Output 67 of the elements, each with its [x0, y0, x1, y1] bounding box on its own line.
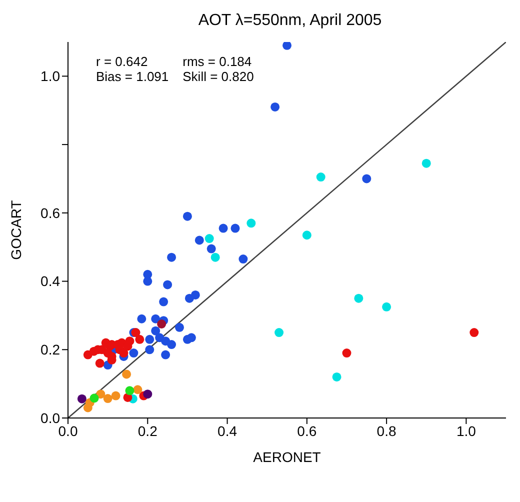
point [190, 290, 200, 300]
point [174, 322, 184, 332]
y-tick-label: 0.0 [40, 410, 60, 426]
x-tick-label: 0.2 [138, 422, 158, 439]
point [133, 385, 142, 394]
point [151, 326, 160, 336]
point [111, 391, 120, 400]
y-tick-label: 1.0 [40, 68, 60, 84]
x-tick-label: 0.6 [297, 422, 317, 439]
point [159, 297, 168, 306]
point [151, 314, 160, 324]
point [143, 390, 152, 399]
x-tick-label: 1.0 [456, 422, 476, 439]
point [282, 42, 292, 50]
point [230, 224, 240, 233]
point [316, 172, 326, 182]
point [470, 328, 479, 338]
annotation: Skill = 0.820 [182, 69, 254, 84]
chart-title: AOT λ=550nm, April 2005 [197, 12, 383, 30]
point [167, 252, 176, 262]
point [210, 252, 220, 262]
point [270, 102, 280, 112]
point [129, 348, 138, 358]
point [362, 174, 372, 184]
point [163, 280, 172, 290]
point [122, 370, 132, 379]
y-tick-label: 0.2 [40, 342, 60, 358]
point [145, 345, 154, 354]
point [103, 394, 112, 404]
point [167, 340, 176, 350]
point [157, 320, 166, 328]
point [206, 244, 216, 254]
point [145, 334, 154, 344]
point [238, 254, 248, 264]
y-axis-title: GOCART [8, 200, 24, 260]
point [137, 314, 146, 324]
x-axis-title: AERONET [253, 449, 322, 465]
annotation: Bias = 1.091 [96, 69, 169, 84]
point [204, 234, 214, 244]
x-tick-label: 0.8 [376, 422, 396, 439]
point [354, 294, 364, 303]
point [274, 328, 284, 338]
point [90, 394, 99, 403]
point [332, 372, 342, 382]
point [246, 218, 256, 228]
x-tick-label: 0.0 [58, 422, 78, 439]
point [422, 158, 431, 168]
annotation: r = 0.642 [96, 54, 149, 69]
point [182, 212, 192, 221]
point [96, 390, 106, 399]
point [382, 302, 392, 312]
point [342, 348, 352, 358]
point [95, 358, 104, 368]
point [302, 230, 312, 240]
point [119, 348, 128, 358]
y-tick-label: 0.6 [40, 204, 60, 221]
x-tick-label: 0.4 [218, 422, 238, 439]
point [135, 334, 144, 344]
point [125, 386, 134, 396]
point [194, 236, 204, 245]
point [143, 276, 152, 286]
annotation: rms = 0.184 [182, 54, 253, 69]
point [77, 394, 86, 404]
point [186, 333, 196, 342]
point [161, 350, 170, 360]
point [218, 224, 228, 233]
y-tick-label: 0.4 [40, 273, 60, 290]
